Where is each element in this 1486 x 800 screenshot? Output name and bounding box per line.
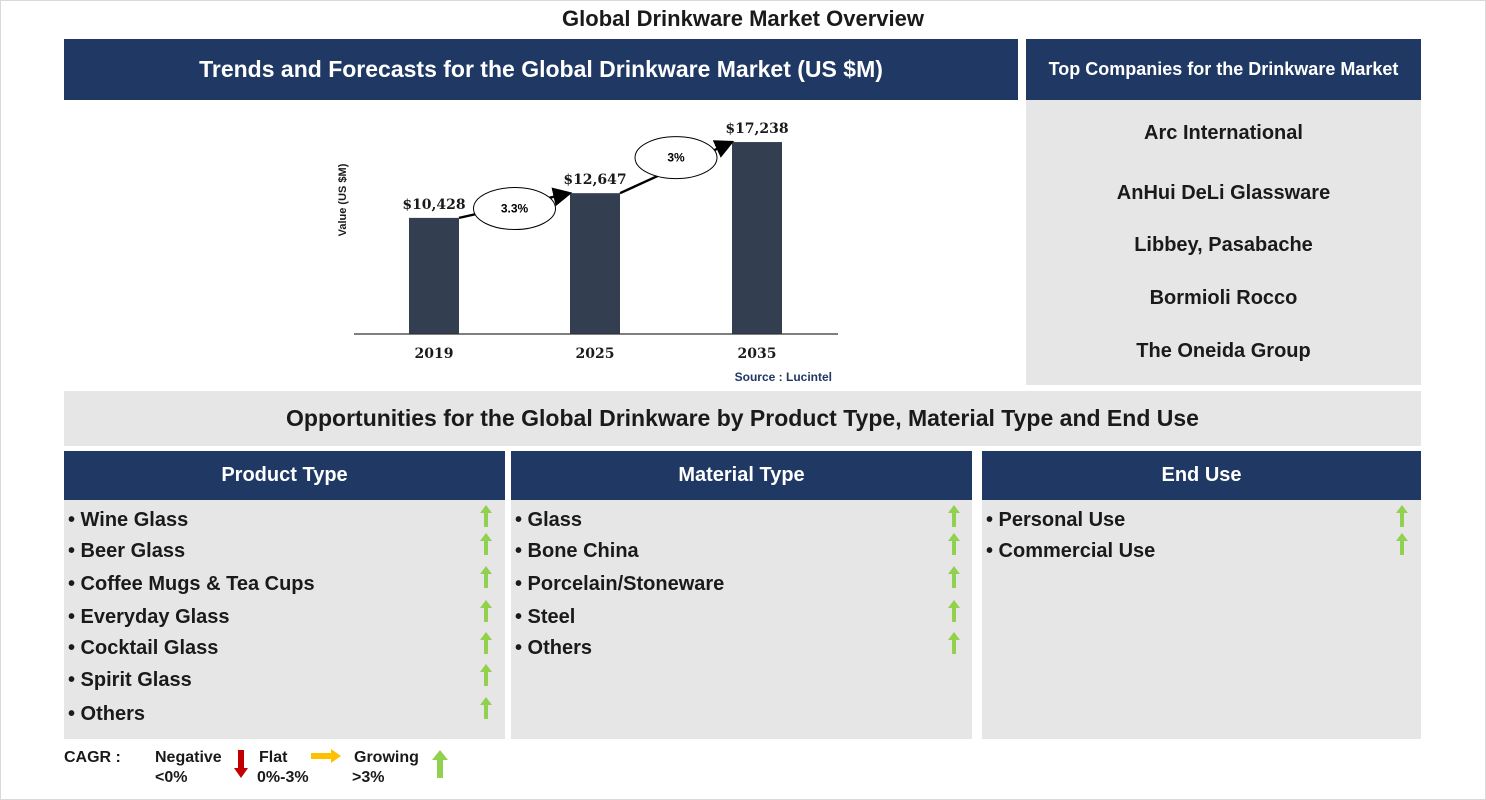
chart-panel-header: Trends and Forecasts for the Global Drin… — [64, 39, 1018, 100]
company-item: AnHui DeLi Glassware — [1116, 182, 1331, 204]
growing-arrow-icon — [948, 566, 960, 588]
growing-arrow-icon — [948, 600, 960, 622]
companies-list: Arc International AnHui DeLi Glassware L… — [1026, 100, 1421, 385]
legend-flat-name: Flat — [259, 749, 288, 766]
cagr-label: 3.3% — [501, 202, 529, 216]
flat-arrow-icon — [311, 749, 341, 763]
list-item: • Coffee Mugs & Tea Cups — [68, 573, 315, 595]
growing-arrow-icon — [480, 632, 492, 654]
bar-value-label: $10,428 — [402, 197, 465, 213]
company-item: Bormioli Rocco — [1149, 287, 1298, 309]
x-tick-label: 2019 — [415, 346, 454, 362]
company-item: Arc International — [1144, 122, 1303, 144]
legend-growing-range: >3% — [352, 769, 385, 786]
legend-label: CAGR : — [64, 749, 121, 766]
opportunities-banner: Opportunities for the Global Drinkware b… — [64, 391, 1421, 446]
bar-value-label: $12,647 — [563, 172, 626, 188]
material-type-list: • Glass • Bone China • Porcelain/Stonewa… — [511, 500, 972, 739]
list-item: • Steel — [515, 606, 576, 628]
x-tick-label: 2035 — [738, 346, 777, 362]
growing-arrow-icon — [948, 533, 960, 555]
list-item: • Cocktail Glass — [68, 637, 219, 659]
list-item: • Commercial Use — [986, 540, 1156, 562]
companies-header: Top Companies for the Drinkware Market — [1026, 39, 1421, 100]
legend-growing-name: Growing — [354, 749, 419, 766]
list-item: • Glass — [515, 509, 583, 531]
negative-arrow-icon — [234, 750, 248, 778]
bar-2025 — [570, 193, 620, 334]
company-item: The Oneida Group — [1136, 340, 1311, 362]
legend-negative-name: Negative — [155, 749, 222, 766]
growing-arrow-icon — [948, 632, 960, 654]
cagr-label: 3% — [667, 151, 685, 165]
end-use-list: • Personal Use • Commercial Use — [982, 500, 1421, 739]
list-item: • Bone China — [515, 540, 639, 562]
end-use-header: End Use — [982, 451, 1421, 500]
chart-source: Source : Lucintel — [735, 370, 832, 384]
growing-arrow-icon — [432, 750, 448, 778]
list-item: • Beer Glass — [68, 540, 186, 562]
bar-2035 — [732, 142, 782, 334]
growing-arrow-icon — [480, 505, 492, 527]
growing-arrow-icon — [948, 505, 960, 527]
x-tick-label: 2025 — [576, 346, 615, 362]
growing-arrow-icon — [480, 566, 492, 588]
material-type-header: Material Type — [511, 451, 972, 500]
list-item: • Everyday Glass — [68, 606, 230, 628]
growing-arrow-icon — [480, 697, 492, 719]
cagr-ellipse — [473, 187, 556, 231]
growing-arrow-icon — [1396, 505, 1408, 527]
page-title: Global Drinkware Market Overview — [562, 6, 924, 31]
list-item: • Porcelain/Stoneware — [515, 573, 725, 595]
list-item: • Others — [68, 703, 146, 725]
y-axis-label: Value (US $M) — [337, 163, 349, 236]
growing-arrow-icon — [480, 600, 492, 622]
product-type-list: • Wine Glass • Beer Glass • Coffee Mugs … — [64, 500, 505, 739]
growing-arrow-icon — [1396, 533, 1408, 555]
growing-arrow-icon — [480, 533, 492, 555]
bar-value-label: $17,238 — [725, 121, 788, 137]
growing-arrow-icon — [480, 664, 492, 686]
list-item: • Others — [515, 637, 593, 659]
list-item: • Wine Glass — [68, 509, 189, 531]
legend-flat-range: 0%-3% — [257, 769, 309, 786]
company-item: Libbey, Pasabache — [1134, 234, 1313, 256]
cagr-ellipse — [634, 136, 718, 180]
list-item: • Spirit Glass — [68, 669, 192, 691]
legend-negative-range: <0% — [155, 769, 188, 786]
list-item: • Personal Use — [986, 509, 1126, 531]
product-type-header: Product Type — [64, 451, 505, 500]
bar-2019 — [409, 217, 459, 334]
